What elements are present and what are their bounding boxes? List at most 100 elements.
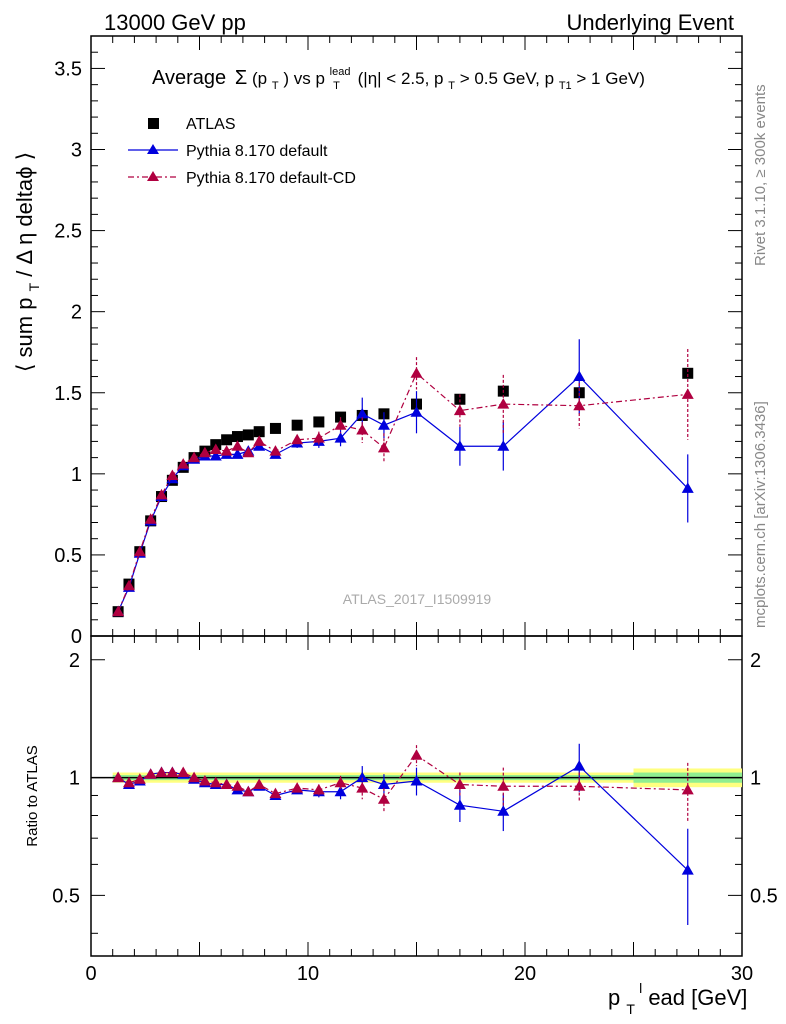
legend-marker-default — [147, 144, 159, 154]
ratio-panel-frame — [90, 635, 743, 957]
pythia-default-ratio-point — [356, 771, 369, 783]
atlas-data-point — [313, 416, 325, 428]
title-vs: vs p — [294, 69, 325, 88]
x-tick-label: 10 — [297, 963, 319, 985]
pythia-default-cd-point — [122, 579, 135, 591]
pythia-default-ratio-point — [377, 778, 390, 790]
main-y-axis-label-sub: T — [26, 282, 42, 291]
x-axis-label-sub: T — [626, 1001, 635, 1017]
plot-title: Average Σ (p T ) vs p lead T (|η| < 2.5,… — [152, 60, 645, 93]
pythia-default-cd-point — [188, 451, 201, 463]
pythia-default-cd-point — [144, 513, 157, 524]
legend-label-cd: Pythia 8.170 default-CD — [186, 170, 356, 187]
analysis-watermark: ATLAS_2017_I1509919 — [343, 591, 492, 607]
pythia-default-point — [453, 440, 466, 451]
title-cuts1: (|η| < 2.5, p — [358, 69, 444, 88]
pythia-default-cd-ratio-point — [334, 776, 347, 788]
pythia-default-ratio-point — [573, 760, 586, 771]
pythia-default-cd-line — [117, 372, 688, 612]
title-vs-sup: lead — [330, 66, 351, 78]
pythia-default-cd-point — [356, 424, 369, 435]
x-axis-label-rest: ead [GeV] — [648, 985, 747, 1010]
main-y-tick-label: 3.5 — [54, 58, 82, 80]
main-y-tick-label: 1.5 — [54, 383, 82, 405]
ratio-y-tick-label-left: 0.5 — [52, 885, 80, 907]
pythia-default-cd-point — [573, 399, 586, 411]
pythia-default-cd-ratio-point — [220, 778, 233, 790]
pythia-default-cd-ratio-point — [112, 771, 125, 783]
atlas-data-point — [253, 426, 265, 438]
main-y-axis-label-b: / Δ η deltaϕ ⟩ — [12, 152, 37, 277]
pythia-default-point — [356, 407, 369, 419]
atlas-data-point — [242, 429, 254, 441]
pythia-default-cd-point — [377, 441, 390, 453]
title-arg: (p — [252, 69, 267, 88]
pythia-default-cd-ratio-point — [155, 766, 168, 778]
pythia-default-cd-ratio-point — [410, 749, 423, 760]
pythia-default-cd-point — [681, 388, 694, 399]
pythia-default-point — [209, 450, 222, 461]
ratio-y-axis-label: Ratio to ATLAS — [24, 745, 41, 846]
legend-marker-atlas — [148, 118, 159, 129]
pythia-default-cd-point — [334, 419, 347, 430]
title-cuts1-sub: T — [448, 80, 455, 92]
pythia-default-cd-point — [453, 404, 466, 416]
atlas-data-point — [269, 422, 281, 434]
pythia-default-cd-point — [155, 488, 168, 500]
pythia-default-point — [681, 482, 694, 493]
main-y-tick-label: 0 — [71, 626, 82, 648]
ratio-y-tick-label-left: 1 — [69, 768, 80, 790]
pythia-default-cd-ratio-point — [497, 780, 510, 791]
pythia-default-ratio-point — [453, 799, 466, 810]
pythia-default-point — [410, 406, 423, 417]
ratio-y-tick-label-right: 1 — [750, 768, 761, 790]
legend: ATLAS Pythia 8.170 default Pythia 8.170 … — [128, 116, 356, 187]
pythia-default-cd-ratio-point — [291, 782, 304, 793]
pythia-default-point — [573, 370, 586, 382]
pythia-default-cd-point — [231, 440, 244, 451]
x-axis-label-p: p — [608, 985, 620, 1010]
atlas-data-point — [231, 431, 243, 443]
pythia-default-ratio-point — [681, 864, 694, 875]
title-cuts2: > 0.5 GeV, p — [460, 69, 554, 88]
legend-label-atlas: ATLAS — [186, 116, 236, 133]
title-prefix: Average — [152, 67, 226, 89]
pythia-default-cd-ratio-point — [198, 774, 211, 786]
pythia-default-cd-point — [312, 432, 325, 443]
ratio-panel-series — [112, 743, 694, 926]
pythia-default-cd-point — [410, 367, 423, 378]
pythia-default-cd-ratio-point — [231, 780, 244, 791]
pythia-default-point — [334, 432, 347, 443]
header-right: Underlying Event — [566, 10, 734, 35]
pythia-default-cd-point — [269, 445, 282, 456]
pythia-default-cd-ratio-point — [144, 768, 157, 779]
title-vs-sub: T — [333, 80, 340, 92]
main-y-tick-label: 0.5 — [54, 545, 82, 567]
pythia-default-point — [231, 448, 244, 459]
x-axis-label: p T l ead [GeV] — [608, 973, 747, 1019]
ratio-y-tick-label-right: 2 — [750, 650, 761, 672]
pythia-default-point — [497, 440, 510, 451]
title-arg-close: ) — [283, 69, 289, 88]
atlas-data-point — [291, 419, 303, 431]
pythia-default-cd-point — [209, 443, 222, 455]
main-y-tick-label: 3 — [71, 140, 82, 162]
pythia-default-cd-ratio-point — [242, 785, 255, 797]
rivet-version-label: Rivet 3.1.10, ≥ 300k events — [752, 84, 769, 266]
title-cuts2-sub: T1 — [559, 80, 572, 92]
axis-tick-labels: 0 10 20 30 0 0.5 1 1.5 2 2.5 3 3.5 0.5 0.5 1 1 2 2 — [52, 58, 778, 985]
axis-ticks — [90, 35, 743, 956]
pythia-default-ratio-point — [497, 805, 510, 816]
main-y-axis-label-a: ⟨ sum p — [12, 298, 37, 373]
main-panel-series — [112, 339, 694, 618]
pythia-default-cd-ratio-point — [177, 766, 190, 778]
pythia-default-cd-ratio-point — [166, 766, 179, 778]
pythia-default-cd-point — [497, 398, 510, 409]
pythia-default-cd-point — [177, 458, 190, 469]
pythia-default-cd-point — [133, 545, 146, 557]
x-tick-label: 30 — [731, 963, 753, 985]
atlas-data-point — [682, 367, 694, 379]
main-y-axis-label: ⟨ sum p T / Δ η deltaϕ ⟩ — [12, 152, 44, 372]
pythia-default-ratio-point — [334, 785, 347, 797]
